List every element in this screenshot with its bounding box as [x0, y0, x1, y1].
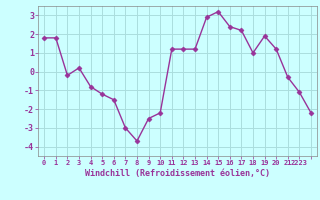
X-axis label: Windchill (Refroidissement éolien,°C): Windchill (Refroidissement éolien,°C)	[85, 169, 270, 178]
